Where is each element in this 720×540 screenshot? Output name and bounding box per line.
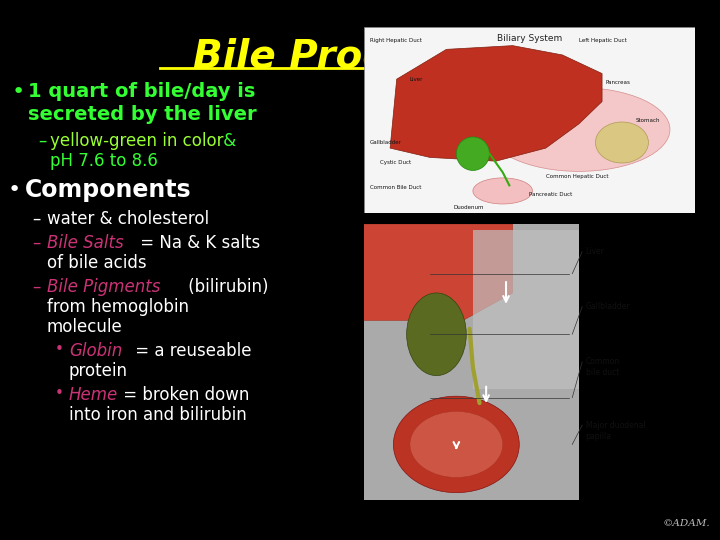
- Text: –: –: [32, 278, 40, 296]
- Text: Bile Pigments: Bile Pigments: [47, 278, 161, 296]
- Text: pH 7.6 to 8.6: pH 7.6 to 8.6: [50, 152, 158, 170]
- Text: •: •: [12, 82, 25, 102]
- Text: Left Hepatic Duct: Left Hepatic Duct: [579, 38, 626, 43]
- Text: molecule: molecule: [47, 318, 122, 336]
- Text: Liver: Liver: [410, 77, 423, 82]
- Text: protein: protein: [69, 362, 128, 380]
- Text: Major duodenal
papilla: Major duodenal papilla: [585, 421, 645, 441]
- FancyBboxPatch shape: [473, 230, 579, 389]
- Text: –: –: [32, 234, 40, 252]
- Text: Cystic Duct: Cystic Duct: [380, 160, 411, 165]
- Text: Pancreas: Pancreas: [606, 80, 630, 85]
- Text: secreted by the liver: secreted by the liver: [28, 105, 256, 124]
- Text: of bile acids: of bile acids: [47, 254, 147, 272]
- Ellipse shape: [393, 396, 519, 492]
- Text: •: •: [55, 342, 64, 357]
- Text: Biliary System: Biliary System: [497, 35, 562, 43]
- Text: water & cholesterol: water & cholesterol: [47, 210, 209, 228]
- Text: •: •: [8, 180, 22, 200]
- Text: Heme: Heme: [69, 386, 118, 404]
- Text: Duodenum: Duodenum: [453, 205, 484, 210]
- Text: = Na & K salts: = Na & K salts: [135, 234, 260, 252]
- Ellipse shape: [456, 137, 490, 171]
- Text: yellow-green in color: yellow-green in color: [50, 132, 223, 150]
- Text: Bile Salts: Bile Salts: [47, 234, 124, 252]
- Ellipse shape: [473, 178, 533, 204]
- Text: Liver: Liver: [585, 247, 604, 256]
- Ellipse shape: [595, 122, 649, 163]
- FancyBboxPatch shape: [364, 224, 579, 500]
- Text: Bile Production: Bile Production: [193, 38, 527, 76]
- Text: Gallbladder: Gallbladder: [585, 302, 630, 311]
- Text: Gallbladder: Gallbladder: [370, 140, 402, 145]
- Text: Pancreatic Duct: Pancreatic Duct: [529, 192, 572, 197]
- Ellipse shape: [410, 411, 503, 477]
- Text: Common Hepatic Duct: Common Hepatic Duct: [546, 173, 608, 179]
- Text: 1 quart of bile/day is: 1 quart of bile/day is: [28, 82, 256, 101]
- Ellipse shape: [488, 87, 670, 171]
- Text: –: –: [32, 210, 40, 228]
- Text: = a reuseable: = a reuseable: [130, 342, 251, 360]
- Text: (bilirubin): (bilirubin): [183, 278, 269, 296]
- Text: •: •: [55, 386, 64, 401]
- Text: into iron and bilirubin: into iron and bilirubin: [69, 406, 247, 424]
- Text: –: –: [38, 132, 46, 150]
- Text: from hemoglobin: from hemoglobin: [47, 298, 189, 316]
- FancyBboxPatch shape: [364, 27, 695, 213]
- Text: Common
bile duct: Common bile duct: [585, 357, 620, 377]
- Polygon shape: [390, 45, 602, 161]
- Ellipse shape: [407, 293, 467, 376]
- Text: ©ADAM.: ©ADAM.: [662, 519, 710, 528]
- Text: Globin: Globin: [69, 342, 122, 360]
- Text: Stomach: Stomach: [635, 118, 660, 123]
- Polygon shape: [364, 224, 513, 321]
- Text: Common Bile Duct: Common Bile Duct: [370, 185, 422, 190]
- Text: = broken down: = broken down: [118, 386, 249, 404]
- Text: Components: Components: [25, 178, 192, 202]
- Text: &: &: [218, 132, 236, 150]
- Text: Right Hepatic Duct: Right Hepatic Duct: [370, 38, 422, 43]
